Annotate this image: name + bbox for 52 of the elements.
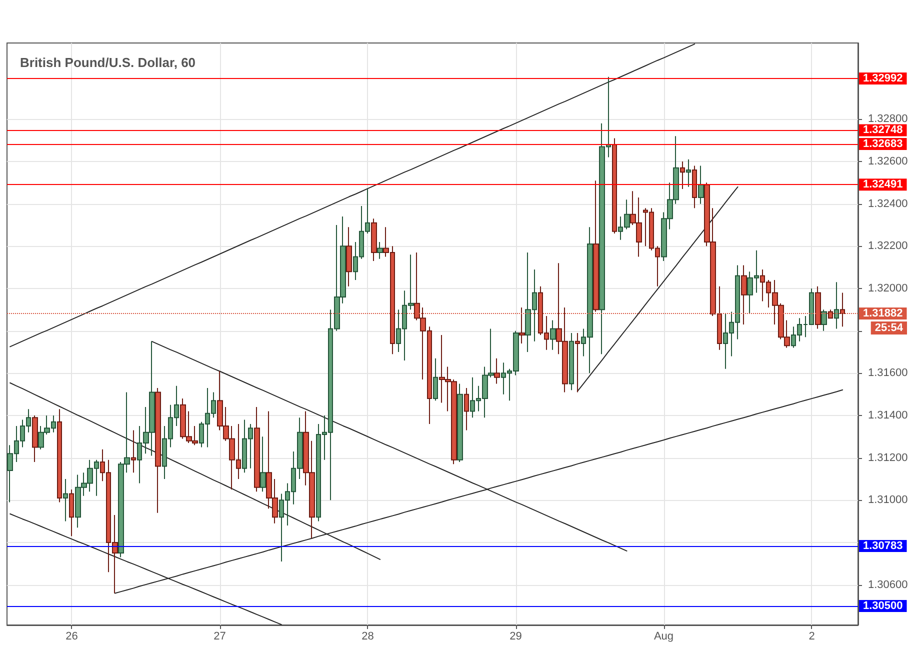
ref-line-label: 1.32683	[863, 138, 903, 150]
y-tick-label: 1.32600	[868, 156, 908, 168]
text: British Pound/U.S. Dollar, 60	[20, 55, 196, 70]
candlestick	[686, 158, 691, 188]
x-tick-label: Aug	[654, 630, 674, 642]
candlestick	[69, 489, 74, 537]
candlestick	[612, 138, 617, 234]
candlestick	[433, 358, 438, 402]
candlestick	[575, 332, 580, 393]
ref-line-label: 1.30500	[863, 600, 903, 612]
candlestick	[834, 282, 839, 330]
text: 25:54	[874, 322, 904, 334]
y-tick-label: 1.30600	[868, 578, 908, 591]
candlestick	[254, 406, 260, 492]
candlestick	[32, 414, 38, 463]
ref-line-label: 1.30783	[863, 540, 903, 552]
candlestick	[494, 358, 500, 384]
ref-line-label: 1.32491	[863, 178, 903, 191]
x-tick-label: 2	[808, 630, 815, 642]
candlestick	[821, 309, 827, 332]
x-tick-label: 26	[66, 630, 78, 642]
x-tick-label: 29	[510, 630, 522, 642]
y-tick-label: 1.31000	[868, 494, 908, 506]
ref-line-label: 1.32992	[863, 72, 903, 85]
ref-line-label: 1.32748	[863, 124, 903, 136]
candlestick	[155, 387, 161, 514]
candlestick	[698, 165, 704, 204]
x-tick-label: 27	[214, 630, 226, 642]
y-tick-label: 1.31400	[868, 409, 908, 422]
line-series	[10, 44, 696, 348]
x-tick-label: 28	[362, 630, 374, 642]
candlestick	[457, 383, 463, 463]
ref-line-label: 1.31882	[863, 307, 903, 320]
candlestick	[550, 320, 556, 350]
candlestick	[377, 241, 383, 260]
y-tick-label: 1.31600	[868, 367, 908, 380]
candlestick	[346, 226, 352, 287]
candlestick	[131, 430, 136, 474]
candlestick	[63, 478, 68, 522]
candlestick	[680, 161, 685, 190]
candlestick	[371, 218, 377, 262]
candlestick	[464, 387, 469, 431]
y-tick-label: 1.31200	[868, 452, 908, 464]
y-tick-label: 1.32000	[868, 282, 908, 294]
candlestick	[57, 408, 62, 503]
y-tick-label: 1.32800	[868, 113, 908, 126]
candlestick	[569, 332, 574, 391]
y-tick-label: 1.32200	[868, 240, 908, 252]
candlestick	[260, 436, 266, 492]
candlestick	[692, 165, 697, 209]
y-tick-label: 1.32400	[868, 198, 908, 210]
line-series	[576, 186, 738, 392]
